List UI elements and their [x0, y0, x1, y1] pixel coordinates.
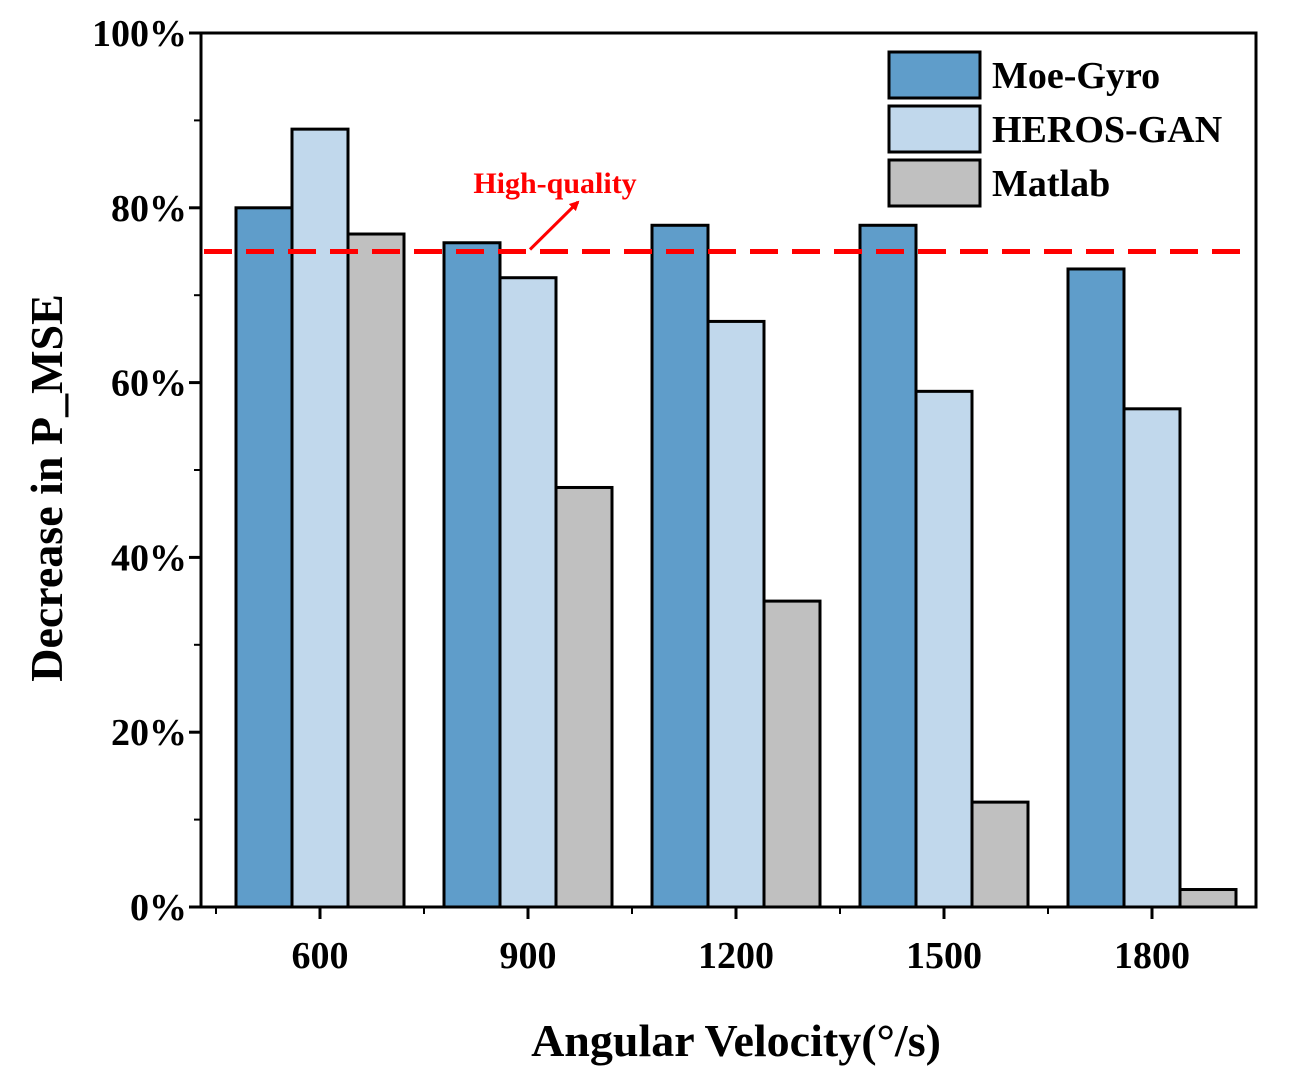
x-tick-label: 1500	[906, 935, 982, 977]
y-tick-label: 20%	[111, 712, 187, 754]
bar-moe-gyro-600	[234, 206, 294, 909]
x-tick-label: 900	[500, 935, 557, 977]
annotation-arrow	[528, 200, 580, 251]
y-tick-label: 100%	[92, 13, 187, 55]
bar-moe-gyro-1800	[1066, 267, 1126, 909]
legend-label-heros-gan: HEROS-GAN	[992, 109, 1222, 151]
x-axis-title: Angular Velocity(°/s)	[531, 1015, 941, 1066]
y-tick-label: 60%	[111, 363, 187, 405]
bar-heros-gan-900	[498, 276, 558, 909]
bar-matlab-600	[346, 232, 406, 909]
y-tick-label: 80%	[111, 188, 187, 230]
bar-matlab-1200	[762, 599, 822, 909]
bar-moe-gyro-900	[442, 241, 502, 909]
y-tick-label: 40%	[111, 537, 187, 579]
y-tick-label: 0%	[130, 887, 187, 929]
x-tick-label: 1200	[698, 935, 774, 977]
legend-swatch-matlab	[887, 158, 982, 208]
legend-swatch-moe-gyro	[887, 50, 982, 100]
x-tick-label: 600	[292, 935, 349, 977]
bar-heros-gan-600	[290, 127, 350, 909]
legend-swatch-heros-gan	[887, 104, 982, 154]
bar-matlab-900	[554, 485, 614, 909]
bar-moe-gyro-1200	[650, 223, 710, 909]
bar-heros-gan-1500	[914, 389, 974, 909]
legend: Moe-Gyro HEROS-GAN Matlab	[887, 50, 1222, 208]
bar-matlab-1800	[1178, 888, 1238, 909]
bar-heros-gan-1800	[1122, 407, 1182, 909]
y-axis-title: Decrease in P_MSE	[21, 294, 72, 682]
annotation-high-quality: High-quality	[473, 167, 636, 200]
bar-matlab-1500	[970, 800, 1030, 909]
x-tick-label: 1800	[1114, 935, 1190, 977]
bar-heros-gan-1200	[706, 319, 766, 909]
legend-label-matlab: Matlab	[992, 163, 1110, 205]
plot-frame	[199, 31, 1258, 909]
bar-moe-gyro-1500	[858, 223, 918, 909]
legend-label-moe-gyro: Moe-Gyro	[992, 55, 1160, 97]
